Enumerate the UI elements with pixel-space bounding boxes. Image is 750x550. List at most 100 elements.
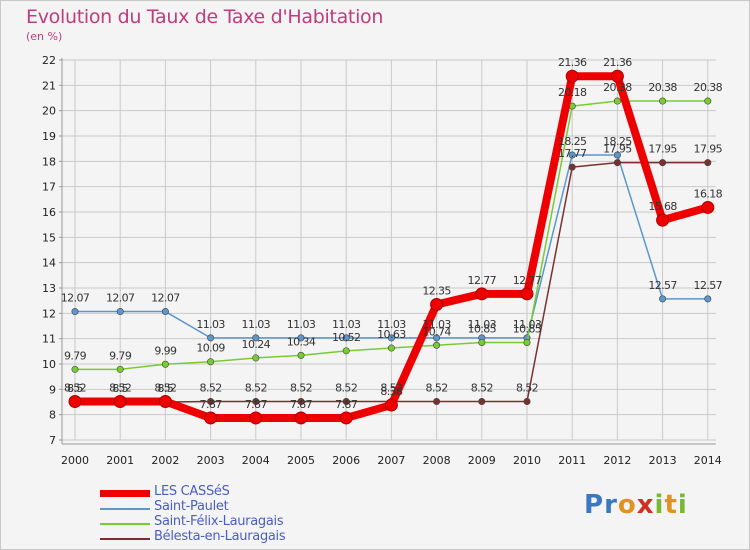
x-tick-label: 2013	[649, 454, 677, 467]
y-tick-label: 18	[42, 155, 56, 168]
data-point	[659, 159, 667, 167]
data-point	[433, 334, 441, 342]
legend-swatch	[100, 508, 150, 510]
data-label: 10.74	[422, 325, 451, 338]
data-label: 8.52	[64, 381, 86, 394]
data-point	[158, 394, 172, 408]
legend-label: Saint-Paulet	[154, 499, 229, 514]
data-label: 11.03	[468, 318, 497, 331]
x-tick-label: 2012	[603, 454, 631, 467]
data-point	[613, 159, 621, 167]
data-label: 20.38	[603, 81, 632, 94]
data-label: 10.85	[513, 322, 542, 335]
data-label: 8.5	[158, 382, 174, 395]
legend-label: LES CASSéS	[154, 484, 230, 499]
x-tick-label: 2011	[558, 454, 586, 467]
data-label: 17.95	[648, 143, 677, 156]
data-label: 16.18	[694, 187, 723, 200]
data-label: 8.52	[380, 381, 402, 394]
data-label: 9.99	[154, 344, 177, 357]
data-point	[523, 338, 531, 346]
data-label: 10.85	[468, 322, 497, 335]
data-label: 10.34	[287, 335, 316, 348]
data-point	[704, 295, 712, 303]
data-point	[297, 351, 305, 359]
data-label: 12.57	[694, 279, 723, 292]
y-tick-label: 10	[42, 358, 56, 371]
data-label: 9.79	[64, 349, 87, 362]
y-tick-label: 14	[42, 257, 56, 270]
data-point	[207, 358, 215, 366]
data-label: 12.57	[648, 279, 677, 292]
y-tick-label: 7	[49, 434, 56, 447]
data-point	[478, 397, 486, 405]
data-point	[659, 97, 667, 105]
data-point	[568, 163, 576, 171]
y-tick-label: 22	[42, 54, 56, 67]
data-label: 8.52	[471, 381, 493, 394]
data-label: 8.52	[200, 381, 222, 394]
data-point	[71, 308, 79, 316]
chart-title: Evolution du Taux de Taxe d'Habitation	[26, 6, 384, 28]
data-label: 18.25	[603, 135, 632, 148]
x-tick-label: 2010	[513, 454, 541, 467]
data-point	[568, 151, 576, 159]
legend-label: Bélesta-en-Lauragais	[154, 529, 286, 544]
data-label: 12.07	[151, 292, 180, 305]
data-label: 21.36	[603, 56, 632, 69]
legend-swatch	[100, 523, 150, 525]
data-label: 17.95	[603, 143, 632, 156]
data-label: 21.36	[558, 56, 587, 69]
x-tick-label: 2007	[377, 454, 405, 467]
x-tick-label: 2001	[106, 454, 134, 467]
data-label: 10.09	[196, 342, 225, 355]
data-point	[478, 338, 486, 346]
x-tick-label: 2002	[151, 454, 179, 467]
data-point	[656, 213, 670, 227]
y-tick-label: 11	[42, 333, 56, 346]
x-tick-label: 2009	[468, 454, 496, 467]
x-tick-label: 2005	[287, 454, 315, 467]
data-point	[704, 97, 712, 105]
x-tick-label: 2003	[197, 454, 225, 467]
data-point	[71, 365, 79, 373]
data-point	[252, 334, 260, 342]
data-label: 7.87	[335, 398, 358, 411]
data-label: 18.25	[558, 135, 587, 148]
data-label: 8.5	[112, 382, 128, 395]
data-point	[161, 360, 169, 368]
data-point	[68, 394, 82, 408]
data-label: 12.07	[61, 292, 90, 305]
data-label: 12.77	[468, 274, 497, 287]
data-label: 8.38	[380, 385, 403, 398]
data-label: 8.52	[154, 381, 176, 394]
data-point	[520, 287, 534, 301]
data-point	[701, 200, 715, 214]
data-label: 10.63	[377, 328, 406, 341]
legend-item: Saint-Paulet	[100, 499, 400, 516]
x-tick-label: 2014	[694, 454, 722, 467]
data-label: 20.38	[648, 81, 677, 94]
data-label: 15.68	[648, 200, 677, 213]
data-label: 11.03	[422, 318, 451, 331]
data-point	[659, 295, 667, 303]
data-label: 8.52	[245, 381, 267, 394]
data-label: 11.03	[196, 318, 225, 331]
data-label: 8.52	[290, 381, 312, 394]
data-point	[342, 397, 350, 405]
data-label: 17.95	[694, 143, 723, 156]
data-label: 7.87	[290, 398, 313, 411]
data-point	[387, 334, 395, 342]
data-point	[704, 159, 712, 167]
data-label: 11.03	[377, 318, 406, 331]
data-point	[384, 398, 398, 412]
data-point	[342, 334, 350, 342]
data-point	[475, 287, 489, 301]
x-tick-label: 2006	[332, 454, 360, 467]
data-point	[610, 69, 624, 83]
data-label: 12.07	[106, 292, 135, 305]
data-label: 11.03	[513, 318, 542, 331]
unit-label: (en %)	[26, 30, 63, 43]
data-point	[294, 411, 308, 425]
